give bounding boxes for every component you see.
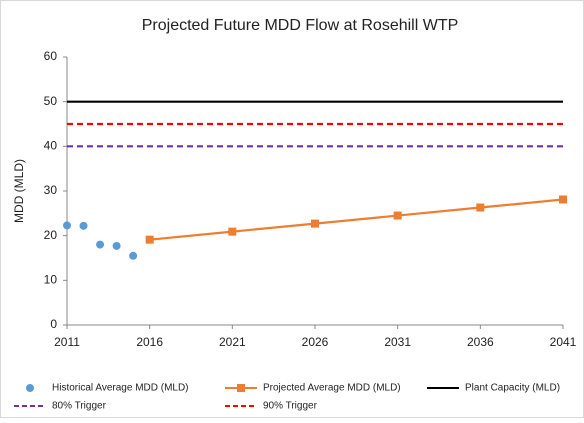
y-tick-label: 20	[44, 228, 58, 242]
chart-title: Projected Future MDD Flow at Rosehill WT…	[142, 17, 459, 34]
x-tick-label: 2011	[54, 335, 80, 349]
y-tick-label: 40	[44, 139, 58, 153]
legend-label: 90% Trigger	[263, 401, 318, 412]
point	[559, 195, 567, 204]
point	[145, 235, 154, 244]
point	[96, 240, 105, 249]
legend-label: Plant Capacity (MLD)	[465, 383, 560, 394]
legend-label: 80% Trigger	[52, 401, 107, 412]
point	[476, 203, 485, 212]
point	[79, 221, 88, 230]
x-tick-label: 2016	[136, 335, 163, 349]
y-tick-label: 10	[44, 273, 58, 287]
y-tick-label: 60	[44, 49, 58, 63]
point	[63, 221, 71, 230]
point	[112, 241, 121, 250]
point	[311, 219, 319, 228]
y-tick-label: 0	[50, 317, 57, 331]
legend-swatch-marker	[26, 384, 34, 392]
legend-swatch-marker	[237, 384, 245, 392]
x-tick-label: 2031	[384, 335, 411, 349]
series-line	[149, 198, 564, 241]
point	[228, 227, 237, 236]
x-tick-label: 2036	[467, 335, 494, 349]
x-tick-label: 2041	[550, 335, 577, 349]
y-axis-label: MDD (MLD)	[12, 159, 26, 223]
point	[393, 211, 402, 220]
legend-label: Projected Average MDD (MLD)	[263, 383, 401, 394]
x-tick-label: 2021	[219, 335, 246, 349]
point	[129, 251, 138, 260]
x-tick-label: 2026	[302, 335, 329, 349]
legend-label: Historical Average MDD (MLD)	[52, 383, 189, 394]
y-tick-label: 50	[44, 94, 58, 108]
y-tick-label: 30	[44, 183, 58, 197]
